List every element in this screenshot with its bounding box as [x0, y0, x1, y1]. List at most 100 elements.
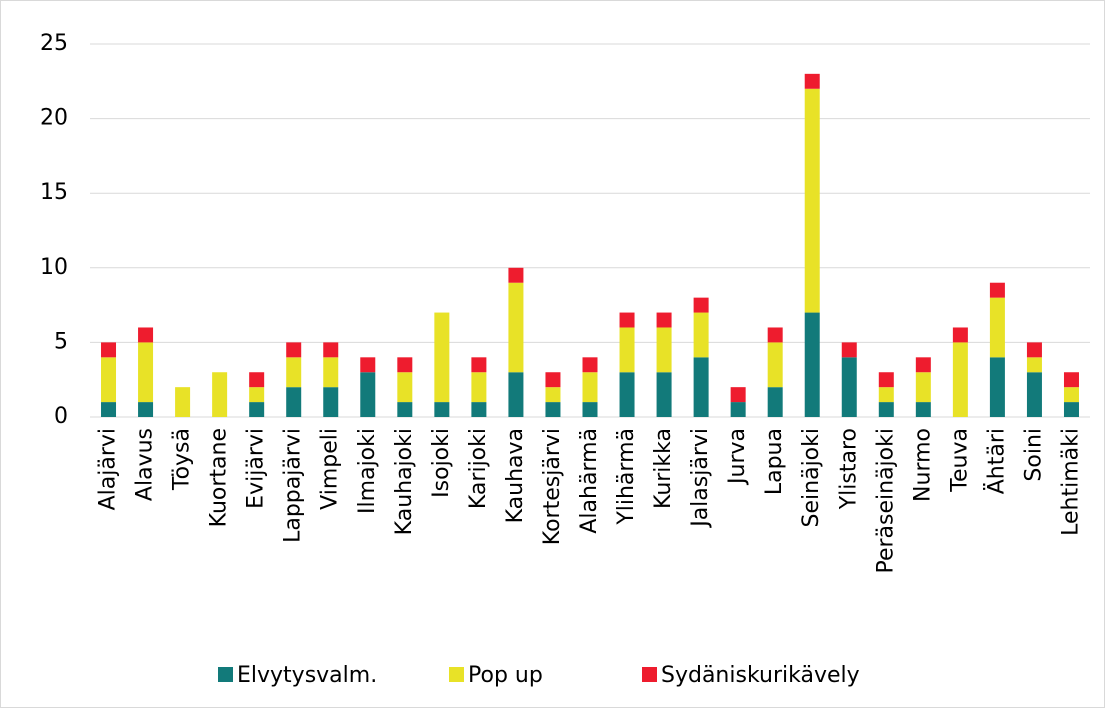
x-tick-label: Alahärmä [577, 428, 602, 534]
bar-segment [767, 387, 783, 417]
bar-segment [545, 402, 561, 417]
bar-segment [915, 357, 931, 373]
bar-segment [360, 357, 376, 373]
bar-segment [508, 267, 524, 283]
bar-segment [323, 342, 339, 358]
x-tick-label: Isojoki [429, 428, 454, 498]
bar-segment [693, 312, 709, 358]
legend-label: Sydäniskurikävely [661, 663, 860, 688]
x-tick-label: Kurikka [651, 428, 676, 509]
x-tick-label: Peräseinäjoki [873, 428, 898, 574]
bar-segment [397, 402, 413, 417]
bar-segment [804, 88, 820, 313]
bar-segment [397, 372, 413, 403]
bar-segment [545, 372, 561, 388]
x-tick-label: Jurva [725, 428, 750, 486]
bar-segment [175, 387, 191, 417]
x-tick-label: Lapua [762, 428, 787, 495]
bar-segment [397, 357, 413, 373]
x-tick-label: Alavus [133, 428, 158, 501]
bar-segment [730, 387, 746, 403]
x-tick-label: Kauhajoki [392, 428, 417, 535]
bar-segment [1063, 372, 1079, 388]
bar-segment [508, 372, 524, 417]
bar-segment [101, 342, 117, 358]
bar-segment [471, 372, 487, 403]
bar-segment [212, 372, 228, 417]
bar-segment [471, 402, 487, 417]
bar-segment [989, 282, 1005, 298]
bar-segment [619, 372, 635, 417]
x-tick-label: Seinäjoki [799, 428, 824, 527]
legend-label: Pop up [468, 663, 543, 688]
bar-segment [952, 327, 968, 343]
bar-segment [804, 312, 820, 417]
x-tick-label: Kortesjärvi [540, 428, 565, 545]
bar-segment [1063, 402, 1079, 417]
bar-segment [138, 342, 154, 403]
bar-segment [878, 372, 894, 388]
bar-segment [434, 402, 450, 417]
x-tick-label: Lehtimäki [1058, 428, 1083, 536]
bar-segment [434, 312, 450, 403]
bar-segment [989, 357, 1005, 417]
bar-segment [952, 342, 968, 417]
bar-segment [915, 402, 931, 417]
x-tick-label: Vimpeli [318, 428, 343, 510]
y-tick-label: 10 [40, 255, 68, 280]
bar-segment [841, 357, 857, 417]
y-tick-label: 0 [54, 404, 68, 429]
bar-segment [878, 402, 894, 417]
legend-swatch [218, 667, 233, 682]
legend-swatch [449, 667, 464, 682]
bar-segment [989, 297, 1005, 358]
bar-segment [619, 312, 635, 328]
bar-segment [1026, 372, 1042, 417]
bar-segment [138, 402, 154, 417]
bar-segment [656, 327, 672, 373]
x-tick-label: Kuortane [207, 428, 232, 527]
bar-segment [508, 282, 524, 373]
bar-segment [471, 357, 487, 373]
x-tick-label: Jalasjärvi [688, 428, 713, 529]
bar-segment [1026, 342, 1042, 358]
bar-segment [545, 387, 561, 403]
bar-segment [1063, 387, 1079, 403]
legend-label: Elvytysvalm. [237, 663, 377, 688]
bar-segment [582, 372, 598, 403]
bar-segment [582, 357, 598, 373]
bar-segment [693, 357, 709, 417]
bar-segment [656, 372, 672, 417]
bar-segment [582, 402, 598, 417]
bar-segment [656, 312, 672, 328]
bar-segment [286, 342, 302, 358]
bar-segment [323, 357, 339, 388]
x-tick-label: Ähtäri [983, 428, 1009, 494]
bar-segment [730, 402, 746, 417]
x-tick-label: Soini [1021, 428, 1046, 482]
legend-swatch [642, 667, 657, 682]
x-tick-label: Karijoki [466, 428, 491, 509]
bar-segment [767, 327, 783, 343]
bar-segment [1026, 357, 1042, 373]
bar-segment [249, 387, 265, 403]
x-tick-label: Lappajärvi [281, 428, 306, 543]
x-tick-label: Kauhava [503, 428, 528, 523]
bar-segment [249, 402, 265, 417]
bar-segment [804, 73, 820, 89]
x-tick-label: Töysä [170, 428, 195, 491]
bar-segment [841, 342, 857, 358]
x-tick-label: Evijärvi [244, 428, 269, 509]
x-tick-label: Nurmo [910, 428, 935, 502]
bar-segment [286, 357, 302, 388]
bar-segment [360, 372, 376, 417]
y-tick-label: 25 [40, 31, 68, 56]
bar-segment [693, 297, 709, 313]
x-tick-label: Teuva [947, 428, 972, 493]
bar-segment [101, 357, 117, 403]
bar-segment [915, 372, 931, 403]
bar-segment [101, 402, 117, 417]
x-tick-label: Alajärvi [96, 428, 121, 510]
